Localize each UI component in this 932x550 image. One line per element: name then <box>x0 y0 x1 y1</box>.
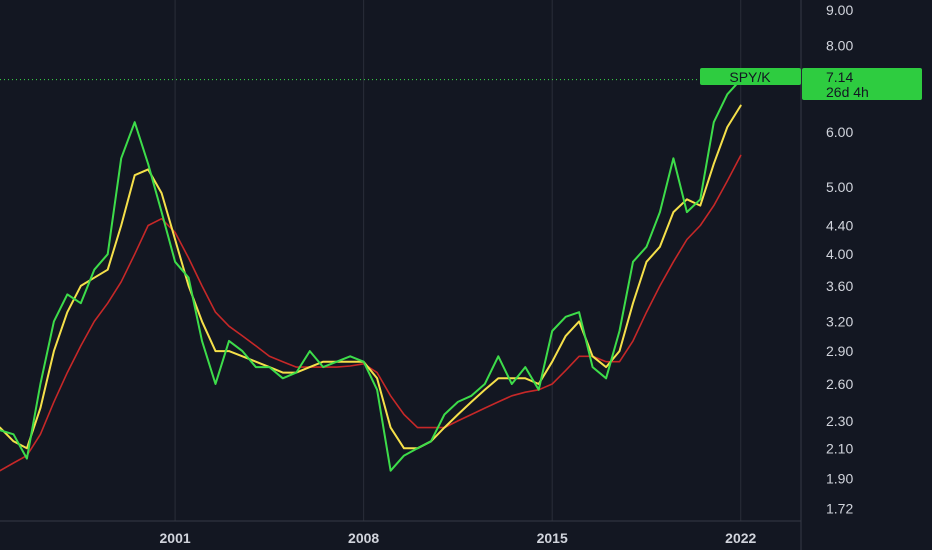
x-tick-label: 2015 <box>537 530 568 546</box>
symbol-tag-bg <box>700 68 801 85</box>
y-tick-label: 2.10 <box>826 440 853 456</box>
y-tick-label: 4.00 <box>826 246 853 262</box>
series-line-ma-slow <box>0 154 742 472</box>
series-layer <box>0 78 742 472</box>
y-tick-label: 3.20 <box>826 313 853 329</box>
y-tick-label: 2.30 <box>826 413 853 429</box>
x-tick-label: 2008 <box>348 530 379 546</box>
last-price-value: 7.14 <box>826 69 853 85</box>
last-price-tag-bg <box>802 68 922 100</box>
y-tick-label: 8.00 <box>826 37 853 53</box>
time-axis[interactable]: 2001 2008 2015 2022 <box>160 530 757 546</box>
grid <box>174 0 742 521</box>
symbol-tag-label: SPY/K <box>729 69 771 85</box>
y-tick-label: 2.60 <box>826 376 853 392</box>
series-line-price <box>0 78 742 472</box>
series-line-ma-fast <box>0 104 742 450</box>
y-tick-label: 2.90 <box>826 343 853 359</box>
y-tick-label: 4.40 <box>826 217 853 233</box>
x-tick-label: 2022 <box>725 530 756 546</box>
y-tick-label: 1.90 <box>826 470 853 486</box>
y-tick-label: 1.72 <box>826 500 853 516</box>
y-tick-label: 9.00 <box>826 2 853 18</box>
y-tick-label: 3.60 <box>826 278 853 294</box>
y-tick-label: 5.00 <box>826 179 853 195</box>
x-tick-label: 2001 <box>160 530 191 546</box>
last-price-tag: 7.14 26d 4h <box>802 68 922 100</box>
symbol-tag: SPY/K <box>700 68 801 85</box>
countdown-label: 26d 4h <box>826 84 869 100</box>
y-tick-label: 6.00 <box>826 124 853 140</box>
price-axis[interactable]: 9.00 8.00 6.00 5.00 4.40 4.00 3.60 3.20 2.90 2.60… <box>826 2 853 517</box>
